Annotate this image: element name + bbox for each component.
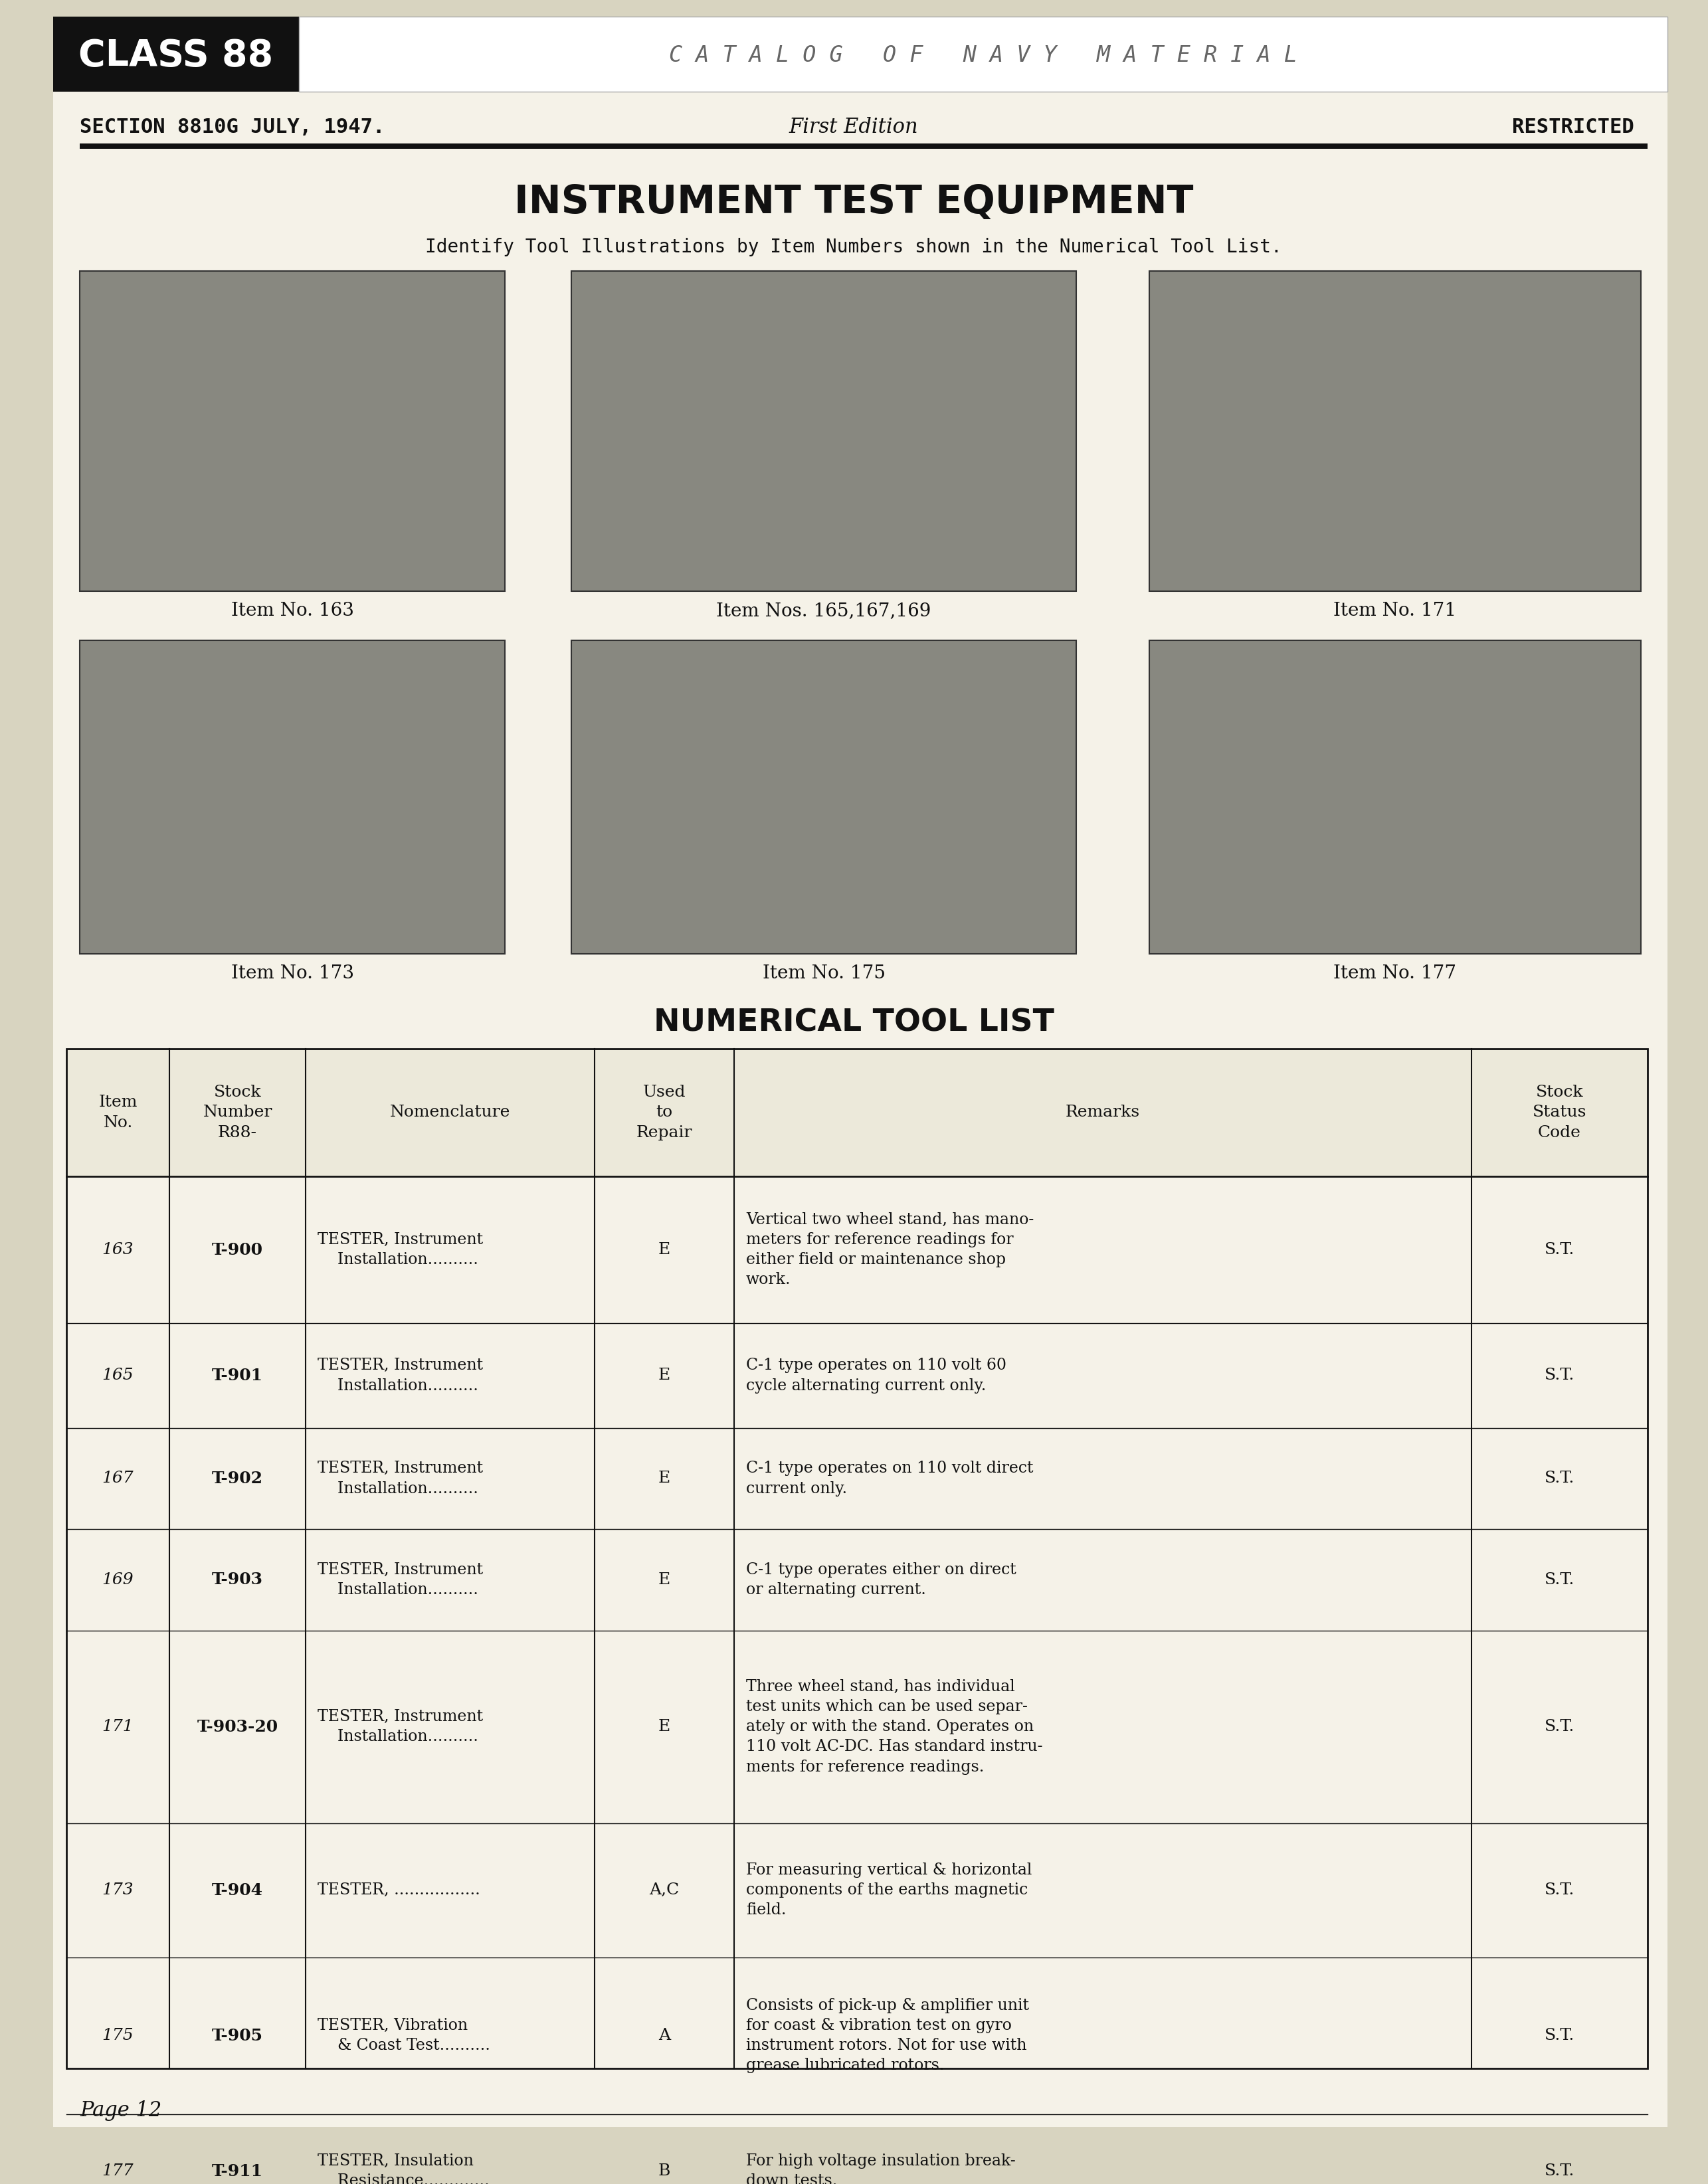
Text: T-911: T-911 [212, 2164, 263, 2180]
Text: Page 12: Page 12 [80, 2101, 162, 2121]
Text: T-905: T-905 [212, 2027, 263, 2044]
Text: TESTER, Vibration
    & Coast Test..........: TESTER, Vibration & Coast Test.......... [318, 2018, 490, 2053]
Text: Item
No.: Item No. [99, 1094, 137, 1131]
Bar [572, 271, 1076, 592]
Text: S.T.: S.T. [1544, 2029, 1575, 2044]
Text: Nomenclature: Nomenclature [389, 1105, 511, 1120]
Text: For high voltage insulation break-
down tests.: For high voltage insulation break- down … [746, 2153, 1016, 2184]
Bar [80, 144, 1648, 149]
Text: S.T.: S.T. [1544, 1470, 1575, 1485]
Text: S.T.: S.T. [1544, 1883, 1575, 1898]
Text: Item Nos. 165,167,169: Item Nos. 165,167,169 [716, 603, 931, 620]
Text: First Edition: First Edition [789, 118, 919, 138]
Text: RESTRICTED: RESTRICTED [1512, 118, 1635, 138]
Bar [1149, 271, 1641, 592]
Text: Item No. 177: Item No. 177 [1334, 965, 1457, 983]
Text: E: E [658, 1470, 671, 1485]
Bar [67, 1048, 1648, 2068]
Text: TESTER, Instrument
    Installation..........: TESTER, Instrument Installation.........… [318, 1232, 483, 1267]
Text: Remarks: Remarks [1066, 1105, 1139, 1120]
Text: T-903: T-903 [212, 1572, 263, 1588]
Text: SECTION 8810G JULY, 1947.: SECTION 8810G JULY, 1947. [80, 118, 384, 138]
Text: Stock
Number
R88-: Stock Number R88- [203, 1085, 272, 1140]
Text: T-900: T-900 [212, 1243, 263, 1258]
Text: CLASS 88: CLASS 88 [79, 37, 273, 74]
Text: E: E [658, 1243, 671, 1258]
Text: 167: 167 [102, 1470, 133, 1485]
Bar [53, 15, 299, 92]
Text: TESTER, Instrument
    Installation..........: TESTER, Instrument Installation.........… [318, 1710, 483, 1745]
Text: 177: 177 [102, 2164, 133, 2180]
Text: C A T A L O G   O F   N A V Y   M A T E R I A L: C A T A L O G O F N A V Y M A T E R I A … [670, 44, 1298, 66]
Text: NUMERICAL TOOL LIST: NUMERICAL TOOL LIST [654, 1007, 1054, 1037]
Text: Consists of pick-up & amplifier unit
for coast & vibration test on gyro
instrume: Consists of pick-up & amplifier unit for… [746, 1998, 1028, 2073]
Text: C-1 type operates on 110 volt direct
current only.: C-1 type operates on 110 volt direct cur… [746, 1461, 1033, 1496]
Text: S.T.: S.T. [1544, 2164, 1575, 2180]
Text: E: E [658, 1367, 671, 1382]
Text: B: B [658, 2164, 671, 2180]
Text: Item No. 171: Item No. 171 [1334, 603, 1457, 620]
Text: 173: 173 [102, 1883, 133, 1898]
Text: Stock
Status
Code: Stock Status Code [1532, 1085, 1587, 1140]
Bar [67, 1048, 1648, 1177]
Bar [80, 271, 506, 592]
Text: Identify Tool Illustrations by Item Numbers shown in the Numerical Tool List.: Identify Tool Illustrations by Item Numb… [425, 238, 1283, 256]
Bar [80, 640, 506, 954]
Text: 169: 169 [102, 1572, 133, 1588]
Text: C-1 type operates on 110 volt 60
cycle alternating current only.: C-1 type operates on 110 volt 60 cycle a… [746, 1358, 1006, 1393]
Text: 165: 165 [102, 1367, 133, 1382]
Text: Used
to
Repair: Used to Repair [637, 1085, 692, 1140]
Text: A,C: A,C [649, 1883, 680, 1898]
Text: C-1 type operates either on direct
or alternating current.: C-1 type operates either on direct or al… [746, 1562, 1016, 1597]
Text: Three wheel stand, has individual
test units which can be used separ-
ately or w: Three wheel stand, has individual test u… [746, 1679, 1042, 1776]
Text: Item No. 175: Item No. 175 [762, 965, 885, 983]
Text: 175: 175 [102, 2029, 133, 2044]
Text: S.T.: S.T. [1544, 1367, 1575, 1382]
Text: T-902: T-902 [212, 1470, 263, 1487]
Text: S.T.: S.T. [1544, 1572, 1575, 1588]
Bar [1149, 640, 1641, 954]
Text: S.T.: S.T. [1544, 1719, 1575, 1734]
Text: TESTER, Instrument
    Installation..........: TESTER, Instrument Installation.........… [318, 1358, 483, 1393]
Text: E: E [658, 1572, 671, 1588]
Text: S.T.: S.T. [1544, 1243, 1575, 1258]
Text: TESTER, Instrument
    Installation..........: TESTER, Instrument Installation.........… [318, 1461, 483, 1496]
Text: INSTRUMENT TEST EQUIPMENT: INSTRUMENT TEST EQUIPMENT [514, 183, 1194, 221]
Bar [299, 15, 1667, 92]
Text: 171: 171 [102, 1719, 133, 1734]
Text: Item No. 163: Item No. 163 [231, 603, 354, 620]
Text: T-903-20: T-903-20 [196, 1719, 278, 1734]
Text: TESTER, Insulation
    Resistance.............: TESTER, Insulation Resistance...........… [318, 2153, 490, 2184]
Text: For measuring vertical & horizontal
components of the earths magnetic
field.: For measuring vertical & horizontal comp… [746, 1863, 1032, 1918]
Text: TESTER, Instrument
    Installation..........: TESTER, Instrument Installation.........… [318, 1562, 483, 1597]
Text: 163: 163 [102, 1243, 133, 1258]
Bar [572, 640, 1076, 954]
Text: Item No. 173: Item No. 173 [231, 965, 354, 983]
Text: E: E [658, 1719, 671, 1734]
Text: Vertical two wheel stand, has mano-
meters for reference readings for
either fie: Vertical two wheel stand, has mano- mete… [746, 1212, 1033, 1289]
Text: T-901: T-901 [212, 1367, 263, 1385]
Text: T-904: T-904 [212, 1883, 263, 1898]
Text: A: A [658, 2029, 670, 2044]
Text: TESTER, .................: TESTER, ................. [318, 1883, 480, 1898]
